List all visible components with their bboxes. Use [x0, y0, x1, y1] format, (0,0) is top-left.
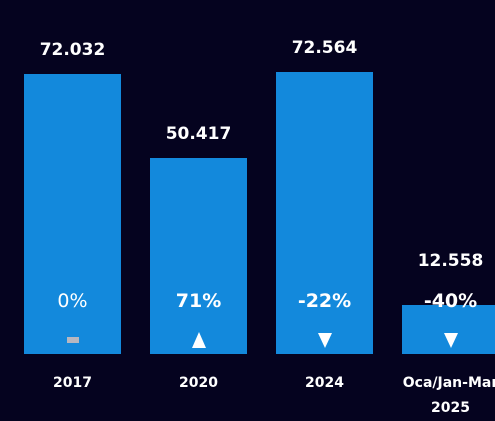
bar	[402, 305, 495, 354]
value-label: 72.564	[291, 38, 358, 58]
value-label: 12.558	[417, 251, 484, 272]
x-tick-label: Oca/Jan-Mar 2025	[402, 375, 495, 416]
change-label: 0%	[57, 290, 88, 312]
trend-icon	[317, 333, 332, 348]
trend-shape	[317, 333, 332, 348]
trend-shape	[66, 337, 79, 343]
value-label: 50.417	[165, 124, 232, 145]
x-tick-label: 2017	[53, 375, 92, 391]
trend-icon	[443, 333, 458, 348]
value-label: 72.032	[39, 40, 106, 61]
trend-shape	[443, 333, 458, 348]
x-tick-label: 2020	[179, 375, 218, 391]
trend-shape	[191, 332, 206, 348]
bar	[150, 158, 247, 354]
change-label: 71%	[175, 290, 222, 312]
change-label: -40%	[423, 290, 478, 312]
trend-icon	[191, 332, 206, 348]
change-label: -22%	[297, 290, 352, 312]
bar	[24, 74, 121, 354]
bar	[276, 72, 373, 354]
trend-icon	[66, 337, 79, 343]
x-tick-label: 2024	[305, 375, 344, 391]
